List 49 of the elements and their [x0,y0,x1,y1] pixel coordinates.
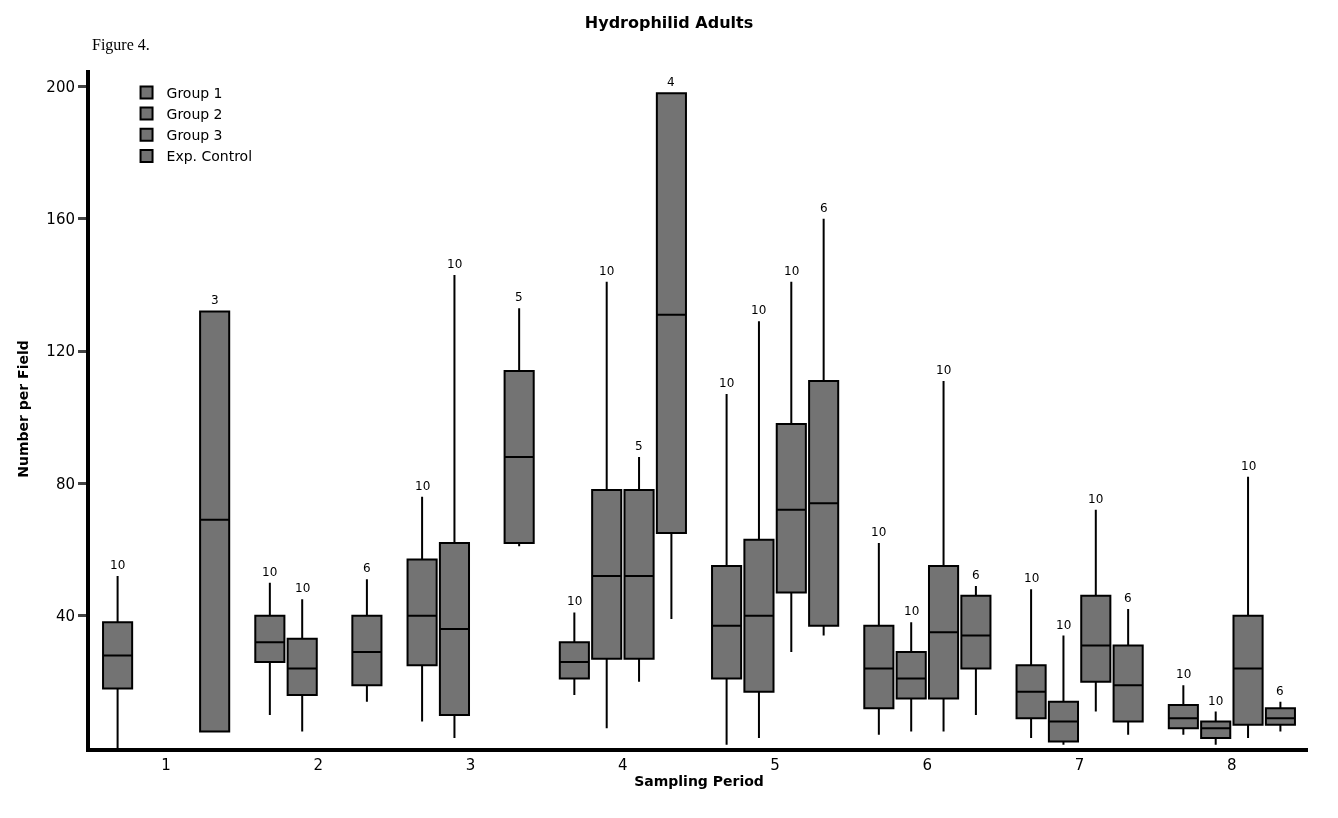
x-tick-label: 8 [1227,756,1237,774]
annotation: 4 [667,75,675,89]
annotation: 10 [110,558,126,572]
x-axis-title: Sampling Period [634,772,764,789]
annotation: 6 [1276,684,1284,698]
annotation: 10 [1208,694,1224,708]
annotation: 10 [784,264,800,278]
x-tick-label: 3 [465,756,476,774]
x-tick-label: 2 [313,756,324,774]
annotation: 10 [599,264,615,278]
annotation: 10 [936,363,952,377]
annotation: 6 [820,201,828,215]
annotation: 10 [719,376,735,390]
annotation: 3 [211,293,219,307]
y-tick-label: 120 [46,342,75,361]
annotation: 10 [567,594,583,608]
legend-label: Group 3 [166,127,223,144]
annotation: 5 [515,290,523,304]
annotation: 5 [635,439,643,453]
annotation: 10 [295,581,311,595]
annotation: 10 [415,479,431,493]
annotation: 10 [1056,618,1072,632]
annotation: 10 [751,303,767,317]
annotation: 6 [972,568,980,582]
chart-title: Hydrophilid Adults [584,12,754,32]
annotation: 6 [1124,591,1132,605]
legend-label: Exp. Control [166,148,253,165]
legend-label: Group 2 [166,106,223,123]
annotation: 10 [1241,459,1257,473]
annotation: 10 [262,565,278,579]
x-tick-label: 6 [922,756,933,774]
annotation: 10 [447,257,463,271]
annotation: 10 [1024,571,1040,585]
annotation: 10 [1088,492,1104,506]
legend-label: Group 1 [166,84,223,101]
annotation: 10 [1176,667,1192,681]
x-tick-label: 5 [770,756,780,774]
x-tick-label: 1 [161,756,171,774]
y-axis-title: Number per Field [15,340,32,478]
y-tick-label: 200 [46,77,75,96]
caption: Figure 4. [92,36,150,54]
y-tick-label: 160 [46,210,75,229]
x-tick-label: 7 [1074,756,1085,774]
y-tick-label: 80 [55,474,75,493]
y-tick-label: 40 [55,606,75,625]
annotation: 10 [871,525,887,539]
annotation: 10 [904,604,920,618]
x-tick-label: 4 [618,756,628,774]
annotation: 6 [363,561,371,575]
